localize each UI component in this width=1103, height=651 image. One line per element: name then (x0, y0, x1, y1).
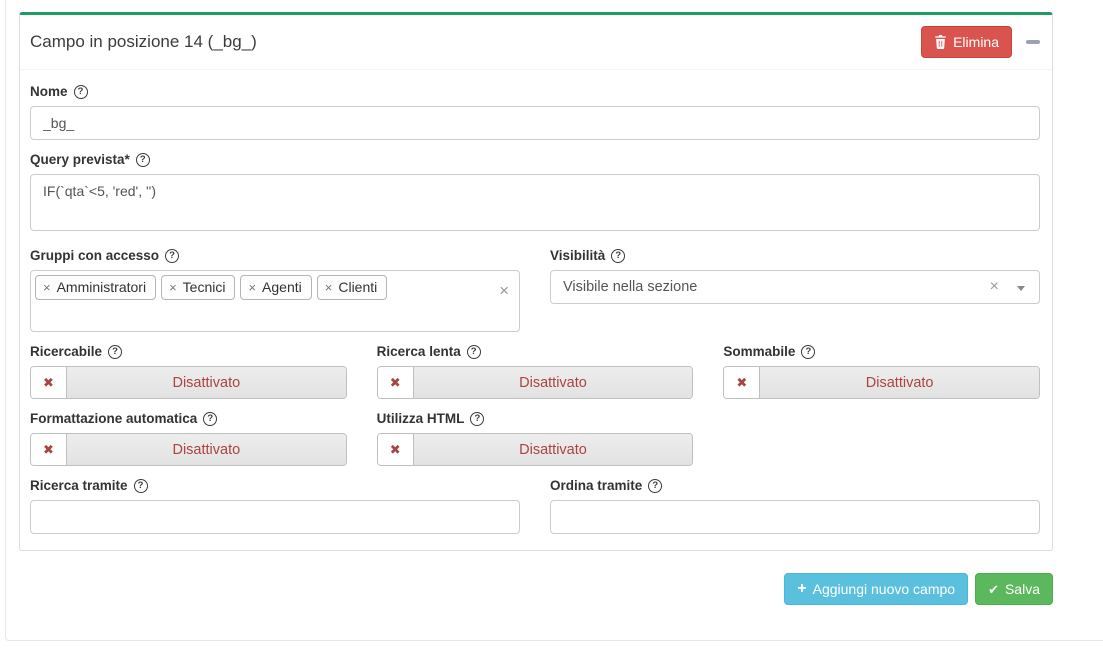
save-button[interactable]: ✔ Salva (975, 573, 1053, 605)
help-icon[interactable]: ? (801, 344, 816, 359)
gruppi-multiselect[interactable]: × Amministratori × Tecnici × Agenti × (30, 270, 520, 332)
ricerca-lenta-label: Ricerca lenta ? (377, 344, 694, 359)
nome-group: Nome ? (30, 84, 1040, 140)
toggle-off-icon: ✖ (377, 367, 414, 398)
empty-cell (723, 411, 1040, 466)
formattazione-label: Formattazione automatica ? (30, 411, 347, 426)
check-icon: ✔ (988, 581, 999, 597)
ricerca-tramite-input[interactable] (30, 500, 520, 534)
remove-tag-icon[interactable]: × (169, 279, 177, 295)
utilizza-html-label: Utilizza HTML ? (377, 411, 694, 426)
help-icon[interactable]: ? (165, 248, 180, 263)
ricercabile-group: Ricercabile ? ✖ Disattivato (30, 344, 347, 399)
plus-icon: + (797, 580, 807, 597)
nome-label: Nome ? (30, 84, 1040, 99)
save-button-label: Salva (1004, 581, 1040, 597)
toggle-state-label: Disattivato (413, 434, 693, 465)
help-icon[interactable]: ? (648, 478, 663, 493)
help-icon[interactable]: ? (203, 411, 218, 426)
ordina-tramite-label: Ordina tramite ? (550, 478, 1040, 493)
ordina-tramite-input[interactable] (550, 500, 1040, 534)
remove-tag-icon[interactable]: × (324, 279, 333, 295)
query-textarea[interactable]: IF(`qta`<5, 'red', '') (30, 174, 1040, 231)
toggle-state-label: Disattivato (67, 434, 346, 465)
selected-option-label: Visibile nella sezione (563, 279, 698, 295)
group-tag-agenti: × Agenti (240, 275, 312, 300)
toggle-state-label: Disattivato (760, 367, 1039, 398)
visibilita-label: Visibilità ? (550, 248, 1040, 263)
tag-label: Amministratori (56, 279, 147, 295)
access-visibility-row: Gruppi con accesso ? × Amministratori × … (30, 248, 1040, 332)
sommabile-toggle[interactable]: ✖ Disattivato (723, 366, 1040, 399)
help-icon[interactable]: ? (135, 152, 150, 167)
toggle-state-label: Disattivato (413, 367, 693, 398)
chevron-down-icon[interactable] (1017, 286, 1025, 291)
gruppi-group: Gruppi con accesso ? × Amministratori × … (30, 248, 520, 332)
footer-actions: + Aggiungi nuovo campo ✔ Salva (19, 573, 1053, 605)
tag-label: Agenti (262, 279, 302, 295)
collapse-icon[interactable] (1026, 40, 1040, 44)
remove-tag-icon[interactable]: × (248, 279, 257, 295)
toggle-off-icon: ✖ (724, 367, 761, 398)
utilizza-html-toggle[interactable]: ✖ Disattivato (376, 433, 694, 466)
clear-all-icon[interactable]: × (499, 281, 509, 300)
formattazione-toggle[interactable]: ✖ Disattivato (30, 433, 347, 466)
help-icon[interactable]: ? (133, 478, 148, 493)
help-icon[interactable]: ? (611, 248, 626, 263)
ricercabile-label: Ricercabile ? (30, 344, 347, 359)
add-new-field-button[interactable]: + Aggiungi nuovo campo (784, 573, 969, 605)
tag-label: Tecnici (182, 279, 226, 295)
toggle-state-label: Disattivato (67, 367, 346, 398)
ricerca-tramite-group: Ricerca tramite ? (30, 478, 520, 534)
toggle-row-2: Formattazione automatica ? ✖ Disattivato… (30, 411, 1040, 466)
help-icon[interactable]: ? (470, 411, 485, 426)
nome-input[interactable] (30, 106, 1040, 140)
ricerca-lenta-group: Ricerca lenta ? ✖ Disattivato (376, 344, 694, 399)
toggle-row-1: Ricercabile ? ✖ Disattivato Ricerca lent… (30, 344, 1040, 399)
toggle-off-icon: ✖ (31, 434, 67, 465)
card-body: Nome ? Query prevista* ? IF(`qta`<5, 're… (20, 70, 1052, 550)
ordina-tramite-group: Ordina tramite ? (550, 478, 1040, 534)
card-header: Campo in posizione 14 (_bg_) Elimina (20, 15, 1052, 70)
toggle-off-icon: ✖ (377, 434, 414, 465)
tag-label: Clienti (338, 279, 378, 295)
utilizza-html-group: Utilizza HTML ? ✖ Disattivato (376, 411, 694, 466)
sommabile-label: Sommabile ? (723, 344, 1040, 359)
clear-selection-icon[interactable]: × (989, 278, 999, 295)
group-tag-amministratori: × Amministratori (35, 275, 157, 300)
gruppi-label: Gruppi con accesso ? (30, 248, 520, 263)
delete-button-label: Elimina (953, 34, 999, 50)
toggle-off-icon: ✖ (31, 367, 67, 398)
add-button-label: Aggiungi nuovo campo (812, 581, 956, 597)
query-group: Query prevista* ? IF(`qta`<5, 'red', '') (30, 152, 1040, 236)
search-order-row: Ricerca tramite ? Ordina tramite ? (30, 478, 1040, 534)
visibilita-group: Visibilità ? Visibile nella sezione × (550, 248, 1040, 332)
visibilita-select[interactable]: Visibile nella sezione × (550, 270, 1040, 304)
remove-tag-icon[interactable]: × (43, 279, 51, 295)
trash-icon (934, 35, 947, 49)
ricerca-tramite-label: Ricerca tramite ? (30, 478, 520, 493)
help-icon[interactable]: ? (73, 84, 88, 99)
delete-field-button[interactable]: Elimina (921, 26, 1012, 58)
group-tag-tecnici: × Tecnici (161, 275, 236, 300)
sommabile-group: Sommabile ? ✖ Disattivato (723, 344, 1040, 399)
ricercabile-toggle[interactable]: ✖ Disattivato (30, 366, 347, 399)
help-icon[interactable]: ? (108, 344, 123, 359)
help-icon[interactable]: ? (466, 344, 481, 359)
field-editor-panel: Campo in posizione 14 (_bg_) Elimina Nom… (5, 0, 1103, 641)
ricerca-lenta-toggle[interactable]: ✖ Disattivato (376, 366, 694, 399)
group-tag-clienti: × Clienti (316, 275, 388, 300)
page-title: Campo in posizione 14 (_bg_) (30, 32, 257, 51)
formattazione-group: Formattazione automatica ? ✖ Disattivato (30, 411, 347, 466)
query-label: Query prevista* ? (30, 152, 1040, 167)
field-card: Campo in posizione 14 (_bg_) Elimina Nom… (19, 12, 1053, 551)
